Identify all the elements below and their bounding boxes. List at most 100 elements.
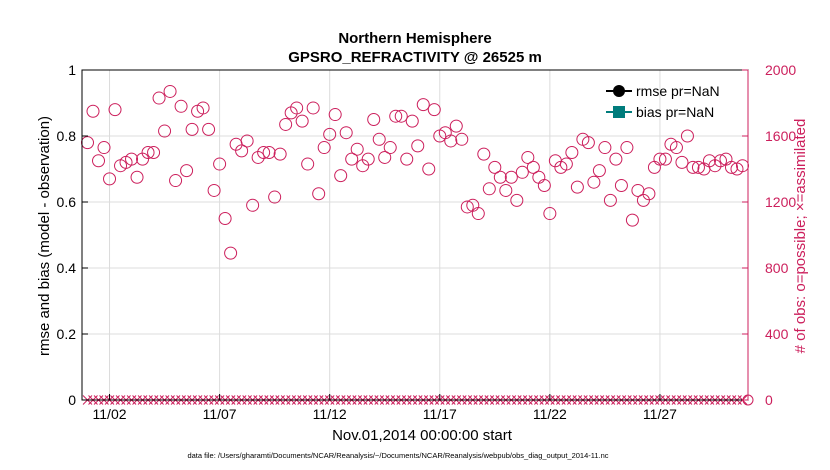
possible-obs-point <box>658 152 672 166</box>
possible-obs-point <box>147 146 161 159</box>
possible-obs-point <box>559 157 573 171</box>
left-y-axis: 0 0.2 0.4 0.6 0.8 1 <box>57 62 88 408</box>
right-tick-label: 0 <box>765 392 773 408</box>
possible-obs-point <box>152 91 166 105</box>
possible-obs-point <box>339 126 353 140</box>
left-y-axis-label: rmse and bias (model - observation) <box>36 116 53 356</box>
possible-obs-point <box>328 108 342 122</box>
possible-obs-point <box>422 162 436 176</box>
possible-obs-point <box>257 146 271 159</box>
possible-obs-point <box>378 150 392 164</box>
possible-obs-point <box>609 152 623 166</box>
possible-obs-point <box>218 212 232 225</box>
right-y-axis-label: # of obs: o=possible; ×=assimilated <box>792 119 809 354</box>
right-tick-label: 800 <box>765 260 789 276</box>
possible-obs-point <box>169 174 183 188</box>
x-axis: 11/02 11/07 11/12 11/17 11/22 11/27 <box>93 394 677 422</box>
possible-obs-point <box>246 198 260 212</box>
possible-obs-point <box>86 104 100 118</box>
possible-obs-point <box>273 147 287 161</box>
possible-obs-point <box>625 213 639 227</box>
x-tick-label: 11/17 <box>423 406 457 422</box>
possible-obs-point <box>317 141 331 155</box>
possible-obs-point <box>295 114 309 128</box>
possible-obs-point <box>521 150 535 164</box>
possible-obs-point <box>592 164 606 178</box>
x-tick-label: 11/12 <box>313 406 347 422</box>
rmse-legend-label: rmse pr=NaN <box>636 83 720 99</box>
x-tick-label: 11/27 <box>643 406 677 422</box>
possible-obs-point <box>647 160 661 174</box>
possible-obs-point <box>367 113 381 126</box>
possible-obs-point <box>92 154 106 168</box>
x-tick-label: 11/22 <box>533 406 567 422</box>
chart-title: Northern Hemisphere <box>338 30 491 47</box>
possible-obs-point <box>598 141 612 155</box>
possible-obs-point <box>642 187 656 201</box>
possible-obs-point <box>180 164 194 178</box>
left-tick-label: 0 <box>68 392 76 408</box>
possible-obs-point <box>372 132 386 146</box>
possible-obs-point <box>444 134 458 148</box>
possible-obs-point <box>510 193 524 207</box>
possible-obs-point <box>383 141 397 155</box>
left-tick-label: 0.2 <box>57 326 77 342</box>
possible-obs-point <box>499 183 513 197</box>
possible-obs-point <box>614 179 628 192</box>
possible-obs-point <box>669 141 683 155</box>
possible-obs-point <box>202 122 216 136</box>
right-tick-label: 400 <box>765 326 789 342</box>
possible-obs-point <box>493 170 507 184</box>
possible-obs-point <box>185 122 199 136</box>
left-tick-label: 0.6 <box>57 194 77 210</box>
possible-obs-point <box>235 144 249 158</box>
legend: rmse pr=NaN bias pr=NaN <box>606 83 720 120</box>
possible-obs-point <box>526 160 540 174</box>
possible-obs-point <box>603 193 617 207</box>
possible-obs-point <box>675 155 689 169</box>
possible-obs-point <box>724 160 738 174</box>
possible-obs-point <box>449 119 463 133</box>
possible-obs-point <box>394 109 408 123</box>
possible-obs-point <box>306 101 320 115</box>
rmse-legend-marker <box>613 85 625 97</box>
possible-obs-point <box>207 183 221 197</box>
left-tick-label: 1 <box>68 62 76 78</box>
right-y-axis: 0 400 800 1200 1600 2000 <box>742 62 796 408</box>
possible-obs-point <box>103 172 117 186</box>
possible-obs-point <box>279 117 293 131</box>
possible-obs-point <box>268 190 282 204</box>
possible-obs-point <box>81 136 95 150</box>
possible-obs-point <box>691 160 705 174</box>
possible-obs-point <box>334 169 348 183</box>
possible-obs-point <box>477 147 491 161</box>
possible-obs-point <box>482 182 496 196</box>
possible-obs-point <box>163 84 177 98</box>
possible-obs-point <box>400 152 414 166</box>
possible-obs-series <box>81 84 749 260</box>
possible-obs-point <box>455 132 469 146</box>
possible-obs-point <box>460 200 474 214</box>
right-tick-label: 2000 <box>765 62 796 78</box>
possible-obs-point <box>262 146 276 159</box>
possible-obs-point <box>323 127 337 141</box>
possible-obs-point <box>686 160 700 174</box>
x-tick-label: 11/02 <box>93 406 127 422</box>
possible-obs-point <box>130 170 144 184</box>
possible-obs-point <box>361 152 375 166</box>
possible-obs-point <box>537 179 551 192</box>
bias-legend-label: bias pr=NaN <box>636 104 714 120</box>
right-tick-label: 1200 <box>765 194 796 210</box>
possible-obs-point <box>97 141 111 155</box>
possible-obs-point <box>350 142 364 156</box>
right-tick-label: 1600 <box>765 128 796 144</box>
possible-obs-point <box>174 99 188 113</box>
possible-obs-point <box>713 154 727 168</box>
possible-obs-point <box>532 170 546 184</box>
bias-legend-marker <box>613 106 625 118</box>
possible-obs-point <box>620 141 634 155</box>
possible-obs-point <box>416 98 430 112</box>
x-axis-label: Nov.01,2014 00:00:00 start <box>332 427 513 444</box>
possible-obs-point <box>427 103 441 117</box>
